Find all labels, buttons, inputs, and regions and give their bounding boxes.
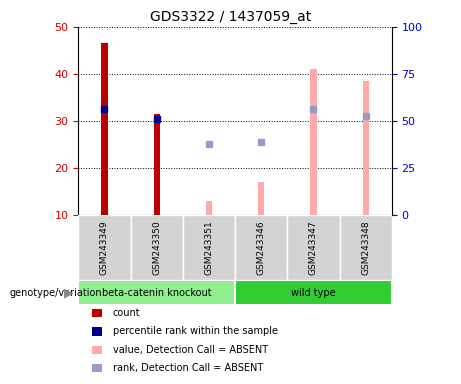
Bar [258,182,264,215]
Bar [310,69,317,215]
Bar [363,81,369,215]
Bar [154,114,160,215]
Bar [130,215,183,280]
Text: genotype/variation: genotype/variation [9,288,102,298]
Bar [340,215,392,280]
Text: wild type: wild type [291,288,336,298]
Text: rank, Detection Call = ABSENT: rank, Detection Call = ABSENT [113,363,263,373]
Text: GDS3322 / 1437059_at: GDS3322 / 1437059_at [150,10,311,23]
Bar [101,43,107,215]
Text: beta-catenin knockout: beta-catenin knockout [102,288,212,298]
Text: count: count [113,308,141,318]
Text: percentile rank within the sample: percentile rank within the sample [113,326,278,336]
Text: GSM243350: GSM243350 [152,220,161,275]
Text: GSM243349: GSM243349 [100,220,109,275]
Text: GSM243346: GSM243346 [257,220,266,275]
Bar [206,201,212,215]
Bar [287,215,340,280]
Text: value, Detection Call = ABSENT: value, Detection Call = ABSENT [113,345,268,355]
Text: ▶: ▶ [64,286,74,299]
Bar [78,280,235,305]
Bar [235,215,287,280]
Bar [78,215,130,280]
Text: GSM243347: GSM243347 [309,220,318,275]
Bar [183,215,235,280]
Text: GSM243351: GSM243351 [205,220,213,275]
Bar [235,280,392,305]
Text: GSM243348: GSM243348 [361,220,370,275]
